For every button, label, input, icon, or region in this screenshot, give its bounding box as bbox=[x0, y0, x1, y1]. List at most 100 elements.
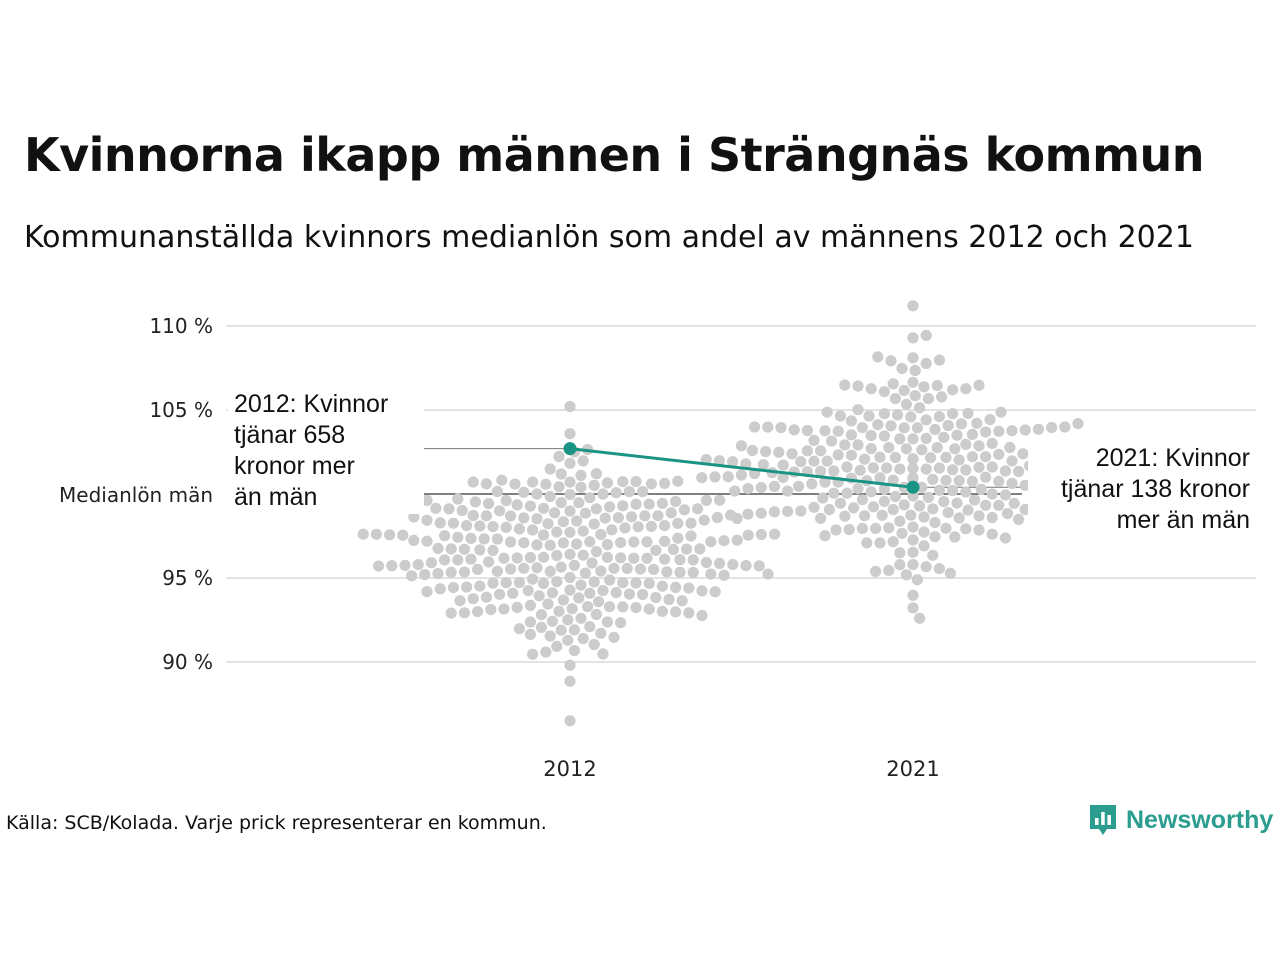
swarm-dot bbox=[940, 474, 952, 486]
swarm-dot bbox=[588, 576, 600, 588]
swarm-dot bbox=[894, 559, 906, 571]
swarm-dot bbox=[553, 481, 565, 493]
swarm-dot bbox=[795, 505, 807, 517]
swarm-dot bbox=[564, 401, 576, 413]
swarm-dot bbox=[848, 502, 860, 514]
swarm-dot bbox=[931, 442, 943, 454]
swarm-dot bbox=[735, 440, 748, 452]
swarm-dot bbox=[597, 585, 609, 597]
swarm-dot bbox=[478, 533, 490, 545]
swarm-dot bbox=[601, 477, 614, 489]
swarm-dot bbox=[544, 490, 556, 503]
swarm-dot bbox=[692, 503, 704, 515]
swarm-dot bbox=[564, 571, 576, 584]
swarm-dot bbox=[727, 456, 739, 468]
swarm-dot bbox=[900, 569, 913, 581]
swarm-dot bbox=[483, 498, 495, 510]
swarm-dot bbox=[887, 378, 899, 390]
swarm-dot bbox=[573, 592, 585, 604]
swarm-dot bbox=[610, 487, 622, 499]
swarm-dot bbox=[920, 329, 932, 341]
swarm-dot bbox=[731, 512, 743, 525]
swarm-dot bbox=[674, 566, 686, 578]
swarm-dot bbox=[665, 507, 677, 519]
swarm-dot bbox=[608, 562, 620, 574]
swarm-dot bbox=[496, 474, 508, 486]
swarm-dot bbox=[474, 580, 486, 592]
swarm-dot bbox=[889, 393, 902, 405]
swarm-dot bbox=[852, 380, 864, 392]
swarm-dot bbox=[487, 577, 499, 589]
swarm-dot bbox=[579, 507, 592, 519]
brand-logo[interactable]: Newsworthy bbox=[1088, 803, 1273, 837]
swarm-dot bbox=[889, 490, 902, 503]
swarm-dot bbox=[551, 640, 563, 653]
swarm-dot bbox=[980, 426, 992, 438]
swarm-dot bbox=[452, 493, 464, 505]
swarm-dot bbox=[815, 512, 827, 525]
swarm-dot bbox=[782, 505, 794, 517]
swarm-dot bbox=[524, 616, 537, 628]
chart-subtitle: Kommunanställda kvinnors medianlön som a… bbox=[24, 220, 1194, 255]
annotation-2021-line: mer än män bbox=[1117, 506, 1250, 534]
swarm-dot bbox=[865, 486, 877, 498]
swarm-dot bbox=[1072, 418, 1084, 430]
swarm-dot bbox=[777, 459, 789, 471]
annotation-2012-bg bbox=[228, 388, 424, 514]
swarm-dot bbox=[883, 564, 895, 577]
swarm-dot bbox=[841, 461, 853, 473]
swarm-dot bbox=[564, 457, 576, 469]
swarm-dot bbox=[527, 573, 539, 585]
swarm-dot bbox=[931, 380, 943, 392]
swarm-dot bbox=[472, 606, 484, 618]
swarm-dot bbox=[1046, 421, 1058, 434]
swarm-dot bbox=[907, 433, 919, 445]
swarm-dot bbox=[907, 521, 919, 533]
swarm-dot bbox=[885, 420, 897, 432]
swarm-dot bbox=[659, 535, 671, 548]
swarm-dot bbox=[876, 509, 888, 521]
swarm-dot bbox=[604, 601, 616, 613]
swarm-dot bbox=[564, 715, 576, 727]
swarm-dot bbox=[874, 451, 886, 463]
swarm-dot bbox=[425, 557, 437, 569]
swarm-dot bbox=[535, 609, 548, 621]
swarm-dot bbox=[940, 451, 952, 463]
swarm-dot bbox=[373, 560, 385, 572]
swarm-dot bbox=[986, 528, 998, 540]
swarm-dot bbox=[709, 471, 721, 483]
swarm-dot bbox=[524, 551, 537, 564]
swarm-dot bbox=[755, 528, 768, 541]
swarm-dot bbox=[916, 481, 928, 493]
swarm-dot bbox=[577, 549, 589, 561]
brand-name: Newsworthy bbox=[1126, 805, 1274, 834]
swarm-dot bbox=[439, 530, 451, 542]
swarm-dot bbox=[641, 552, 653, 564]
swarm-dot bbox=[672, 532, 684, 544]
swarm-dot bbox=[980, 471, 992, 483]
swarm-dot bbox=[601, 616, 614, 628]
swarm-dot bbox=[777, 471, 789, 483]
swarm-dot bbox=[643, 577, 655, 590]
swarm-dot bbox=[821, 406, 833, 418]
swarm-dot bbox=[962, 504, 974, 516]
swarm-dot bbox=[685, 530, 697, 542]
swarm-dot bbox=[564, 675, 576, 687]
swarm-dot bbox=[907, 534, 919, 546]
swarm-dot bbox=[399, 559, 411, 572]
swarm-dot bbox=[986, 488, 998, 500]
swarm-dot bbox=[465, 532, 477, 545]
swarm-dot bbox=[670, 581, 682, 594]
swarm-dot bbox=[808, 501, 820, 513]
swarm-dot bbox=[538, 529, 550, 541]
swarm-dot bbox=[709, 586, 721, 598]
swarm-dot bbox=[711, 511, 724, 524]
swarm-dot bbox=[522, 585, 534, 597]
swarm-dot bbox=[1002, 507, 1014, 520]
swarm-dot bbox=[445, 566, 457, 578]
swarm-dot bbox=[870, 565, 882, 578]
swarm-dot bbox=[687, 554, 699, 566]
swarm-dot bbox=[727, 559, 739, 571]
swarm-dot bbox=[894, 547, 906, 559]
swarm-dot bbox=[474, 544, 486, 556]
